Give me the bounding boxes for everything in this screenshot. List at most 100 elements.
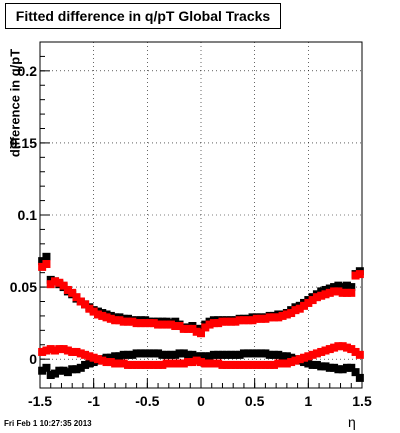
data-point <box>42 252 51 261</box>
data-point <box>304 359 313 368</box>
data-point <box>317 291 326 300</box>
data-point <box>325 288 334 297</box>
x-tick-label: -1 <box>87 393 100 409</box>
data-point <box>257 360 266 369</box>
data-point <box>244 360 253 369</box>
data-point <box>132 319 141 328</box>
data-point <box>145 360 154 369</box>
data-point <box>59 345 68 354</box>
data-point <box>171 350 180 359</box>
data-point <box>205 320 214 329</box>
data-point <box>351 368 360 377</box>
data-point <box>227 317 236 326</box>
data-point <box>149 349 158 358</box>
data-point <box>188 358 197 367</box>
data-point <box>197 324 205 333</box>
x-tick-label: -0.5 <box>135 393 159 409</box>
data-point <box>274 359 283 368</box>
data-point <box>338 283 347 292</box>
data-point <box>278 311 287 320</box>
data-point <box>214 359 223 368</box>
data-point <box>342 363 351 372</box>
data-point <box>205 352 214 361</box>
data-point <box>81 300 90 309</box>
data-point <box>158 360 167 369</box>
data-point <box>111 316 120 325</box>
y-tick-label: 0.15 <box>10 135 37 151</box>
data-point <box>102 353 111 362</box>
data-point <box>274 313 283 322</box>
data-point <box>76 363 85 372</box>
data-point <box>347 288 356 297</box>
data-point <box>154 349 163 358</box>
data-point <box>257 349 266 358</box>
data-point <box>218 360 227 369</box>
data-point <box>136 349 145 358</box>
data-point <box>321 362 330 371</box>
data-point <box>248 316 257 325</box>
data-point <box>308 296 317 305</box>
data-point <box>308 360 317 369</box>
data-point <box>115 359 124 368</box>
data-point <box>98 356 107 365</box>
data-point <box>197 358 205 367</box>
data-point <box>239 316 248 325</box>
axis-ticks <box>39 55 363 389</box>
data-point <box>355 373 364 382</box>
data-point <box>330 283 339 292</box>
data-point <box>76 297 85 306</box>
data-point <box>171 322 180 331</box>
data-point <box>300 353 309 362</box>
data-point <box>321 346 330 355</box>
data-point <box>166 350 175 359</box>
data-point <box>192 352 201 361</box>
data-point <box>197 329 205 338</box>
data-point <box>201 359 210 368</box>
data-point <box>235 316 244 325</box>
data-point <box>338 365 347 374</box>
data-point <box>175 322 184 331</box>
data-point <box>351 347 360 356</box>
data-point <box>330 343 339 352</box>
y-axis-label: difference in q/pT <box>7 48 23 157</box>
data-point <box>291 356 300 365</box>
data-point <box>141 360 150 369</box>
data-point <box>85 352 94 361</box>
data-point <box>214 319 223 328</box>
data-point <box>59 281 68 290</box>
data-point <box>171 359 180 368</box>
data-point <box>338 288 347 297</box>
data-point <box>51 277 60 286</box>
data-point <box>89 353 98 362</box>
data-point <box>111 352 120 361</box>
data-point <box>162 359 171 368</box>
data-point <box>38 262 47 271</box>
data-point <box>171 317 180 326</box>
data-markers <box>38 252 364 382</box>
data-point <box>231 317 240 326</box>
data-point <box>278 359 287 368</box>
y-tick-label: 0 <box>29 351 37 367</box>
data-point <box>81 360 90 369</box>
data-point <box>85 359 94 368</box>
data-point <box>136 360 145 369</box>
data-point <box>63 285 72 294</box>
data-point <box>93 355 102 364</box>
data-point <box>145 349 154 358</box>
data-point <box>235 350 244 359</box>
timestamp: Fri Feb 1 10:27:35 2013 <box>4 419 92 428</box>
data-point <box>278 352 287 361</box>
data-point <box>252 314 261 323</box>
data-point <box>119 350 128 359</box>
data-point <box>158 320 167 329</box>
data-point <box>222 360 231 369</box>
data-point <box>111 359 120 368</box>
data-point <box>72 347 81 356</box>
data-point <box>252 349 261 358</box>
data-point <box>287 309 296 318</box>
data-point <box>106 353 115 362</box>
data-point <box>197 352 205 361</box>
data-point <box>63 346 72 355</box>
data-point <box>257 314 266 323</box>
